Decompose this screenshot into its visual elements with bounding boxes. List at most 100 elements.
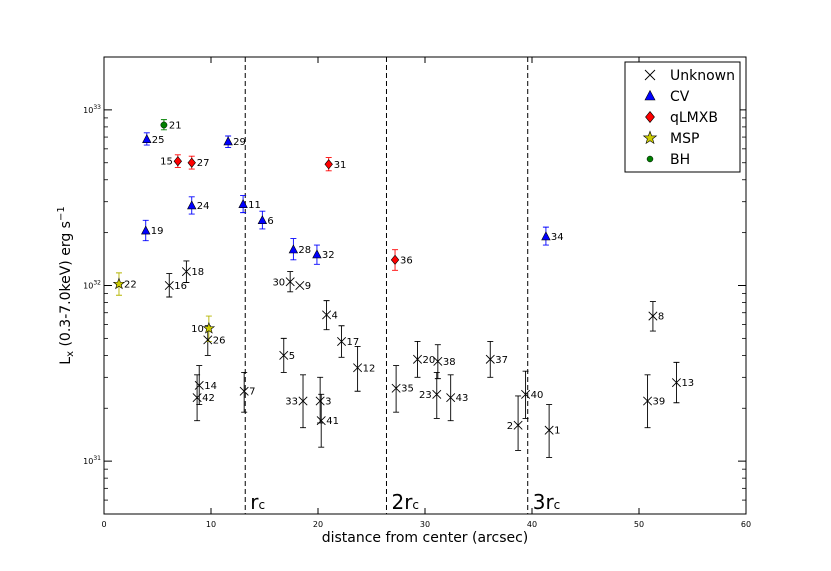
point-37 bbox=[485, 354, 495, 364]
point-label-9: 9 bbox=[305, 281, 311, 292]
point-16 bbox=[164, 280, 174, 291]
point-17 bbox=[337, 336, 347, 347]
point-label-17: 17 bbox=[347, 337, 360, 348]
point-label-37: 37 bbox=[495, 355, 508, 366]
legend-box bbox=[624, 61, 741, 173]
legend-label-4: BH bbox=[670, 152, 690, 168]
point-label-12: 12 bbox=[363, 363, 376, 374]
point-42 bbox=[192, 393, 202, 403]
point-label-27: 27 bbox=[197, 158, 210, 169]
x-tick-label-60: 60 bbox=[741, 520, 751, 529]
point-14 bbox=[194, 380, 204, 390]
point-5 bbox=[279, 350, 289, 360]
point-label-43: 43 bbox=[456, 393, 469, 404]
point-28 bbox=[288, 244, 299, 254]
error-bar-23 bbox=[433, 371, 440, 419]
point-21 bbox=[160, 121, 168, 129]
point-label-20: 20 bbox=[423, 355, 436, 366]
error-bar-2 bbox=[515, 395, 522, 451]
vline-label-2: 3rc bbox=[533, 490, 561, 514]
error-bar-1 bbox=[546, 404, 553, 458]
point-40 bbox=[521, 389, 531, 399]
point-27 bbox=[187, 157, 196, 168]
point-38 bbox=[433, 356, 443, 366]
point-31 bbox=[324, 159, 333, 170]
point-label-25: 25 bbox=[152, 135, 165, 146]
point-2 bbox=[513, 420, 523, 430]
point-label-7: 7 bbox=[249, 387, 255, 398]
point-label-23: 23 bbox=[419, 390, 432, 401]
point-label-16: 16 bbox=[174, 281, 187, 292]
point-label-28: 28 bbox=[298, 245, 311, 256]
point-10 bbox=[202, 321, 216, 334]
legend-label-1: CV bbox=[670, 89, 690, 105]
vline-label-1: 2rc bbox=[391, 490, 419, 514]
legend-marker-1 bbox=[644, 89, 656, 101]
point-label-4: 4 bbox=[332, 310, 338, 321]
point-label-24: 24 bbox=[197, 201, 210, 212]
point-label-10: 10 bbox=[191, 324, 204, 335]
vline-label-0: rc bbox=[250, 490, 265, 514]
x-tick-label-10: 10 bbox=[206, 520, 216, 529]
point-36 bbox=[390, 254, 400, 265]
point-32 bbox=[312, 249, 322, 259]
legend-marker-4 bbox=[646, 155, 654, 163]
point-label-5: 5 bbox=[289, 351, 295, 362]
point-label-1: 1 bbox=[554, 426, 560, 437]
point-label-39: 39 bbox=[653, 396, 666, 407]
point-label-8: 8 bbox=[658, 312, 664, 323]
legend-label-0: Unknown bbox=[670, 68, 735, 84]
point-34 bbox=[541, 231, 551, 241]
legend-label-3: MSP bbox=[670, 131, 699, 147]
point-label-35: 35 bbox=[401, 384, 414, 395]
point-18 bbox=[181, 267, 191, 277]
point-label-15: 15 bbox=[160, 157, 173, 168]
point-label-34: 34 bbox=[551, 232, 564, 243]
point-33 bbox=[298, 396, 308, 406]
x-tick-label-50: 50 bbox=[634, 520, 644, 529]
point-25 bbox=[142, 134, 152, 143]
point-30 bbox=[285, 277, 295, 287]
point-6 bbox=[257, 215, 268, 224]
point-label-32: 32 bbox=[322, 250, 335, 261]
point-label-38: 38 bbox=[443, 357, 456, 368]
x-axis-label: distance from center (arcsec) bbox=[322, 530, 529, 546]
point-8 bbox=[648, 311, 658, 321]
point-13 bbox=[671, 378, 681, 388]
point-label-33: 33 bbox=[285, 396, 298, 407]
point-7 bbox=[239, 386, 249, 396]
legend-marker-0 bbox=[644, 69, 656, 81]
point-39 bbox=[643, 396, 653, 406]
y-axis-label: Lx (0.3-7.0keV) erg s−1 bbox=[56, 206, 76, 364]
y-tick-label-33: 1033 bbox=[83, 104, 101, 115]
point-4 bbox=[322, 310, 332, 320]
point-label-13: 13 bbox=[681, 378, 694, 389]
y-tick-label-32: 1032 bbox=[83, 280, 101, 291]
y-tick-label-31: 1031 bbox=[83, 455, 101, 466]
point-label-41: 41 bbox=[326, 416, 339, 427]
error-bar-7 bbox=[241, 371, 248, 413]
point-15 bbox=[173, 156, 182, 167]
x-tick-label-20: 20 bbox=[313, 520, 323, 529]
point-label-26: 26 bbox=[213, 335, 226, 346]
point-23 bbox=[432, 389, 442, 399]
point-24 bbox=[187, 200, 197, 210]
x-tick-label-30: 30 bbox=[420, 520, 430, 529]
error-bar-3 bbox=[317, 376, 324, 424]
point-label-11: 11 bbox=[248, 200, 261, 211]
point-label-29: 29 bbox=[233, 137, 246, 148]
point-12 bbox=[353, 363, 363, 373]
point-9 bbox=[295, 280, 305, 291]
point-label-18: 18 bbox=[191, 267, 204, 278]
legend-marker-3 bbox=[642, 130, 658, 145]
point-label-31: 31 bbox=[334, 160, 347, 171]
point-41 bbox=[316, 416, 326, 426]
x-tick-label-0: 0 bbox=[101, 520, 106, 529]
point-35 bbox=[391, 383, 401, 393]
error-bar-12 bbox=[354, 345, 361, 392]
point-label-30: 30 bbox=[272, 277, 285, 288]
point-label-42: 42 bbox=[202, 393, 215, 404]
point-43 bbox=[446, 393, 456, 403]
point-11 bbox=[238, 199, 248, 208]
